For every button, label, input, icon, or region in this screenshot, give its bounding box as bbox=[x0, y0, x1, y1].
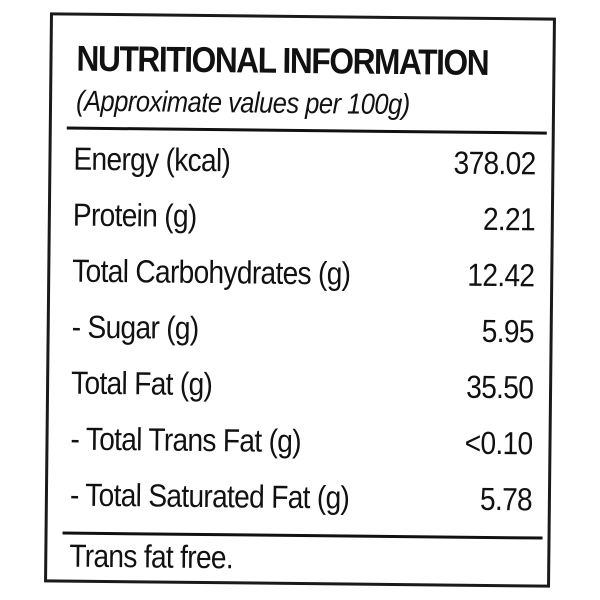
nutrient-row-carbohydrates: Total Carbohydrates (g) 12.42 bbox=[72, 253, 534, 298]
label-title: NUTRITIONAL INFORMATION bbox=[76, 37, 489, 83]
nutrient-name: - Sugar (g) bbox=[71, 308, 199, 346]
nutrient-row-energy: Energy (kcal) 378.02 bbox=[73, 141, 535, 186]
nutrient-value: <0.10 bbox=[464, 424, 533, 462]
nutrient-name: Energy (kcal) bbox=[73, 140, 231, 179]
nutrient-name: Total Fat (g) bbox=[70, 364, 213, 403]
nutrient-row-trans-fat: - Total Trans Fat (g) <0.10 bbox=[70, 421, 532, 466]
nutrient-name: Protein (g) bbox=[72, 196, 197, 234]
nutrient-value: 35.50 bbox=[465, 368, 534, 406]
nutrient-row-total-fat: Total Fat (g) 35.50 bbox=[71, 365, 533, 410]
nutrient-value: 5.95 bbox=[481, 312, 534, 350]
label-subtitle: (Approximate values per 100g) bbox=[75, 85, 410, 122]
label-footer: Trans fat free. bbox=[69, 537, 234, 576]
nutrient-name: - Total Saturated Fat (g) bbox=[69, 476, 350, 516]
nutrient-value: 2.21 bbox=[482, 200, 536, 238]
nutrient-name: Total Carbohydrates (g) bbox=[72, 252, 351, 292]
nutrient-row-saturated-fat: - Total Saturated Fat (g) 5.78 bbox=[70, 477, 532, 522]
nutrient-value: 378.02 bbox=[453, 144, 536, 182]
top-divider bbox=[66, 126, 547, 135]
nutrient-row-protein: Protein (g) 2.21 bbox=[73, 197, 535, 242]
nutrient-name: - Total Trans Fat (g) bbox=[70, 420, 302, 460]
nutrition-label: NUTRITIONAL INFORMATION (Approximate val… bbox=[44, 12, 556, 588]
nutrient-value: 12.42 bbox=[467, 256, 535, 294]
nutrient-row-sugar: - Sugar (g) 5.95 bbox=[71, 308, 534, 354]
nutrient-value: 5.78 bbox=[479, 480, 533, 518]
